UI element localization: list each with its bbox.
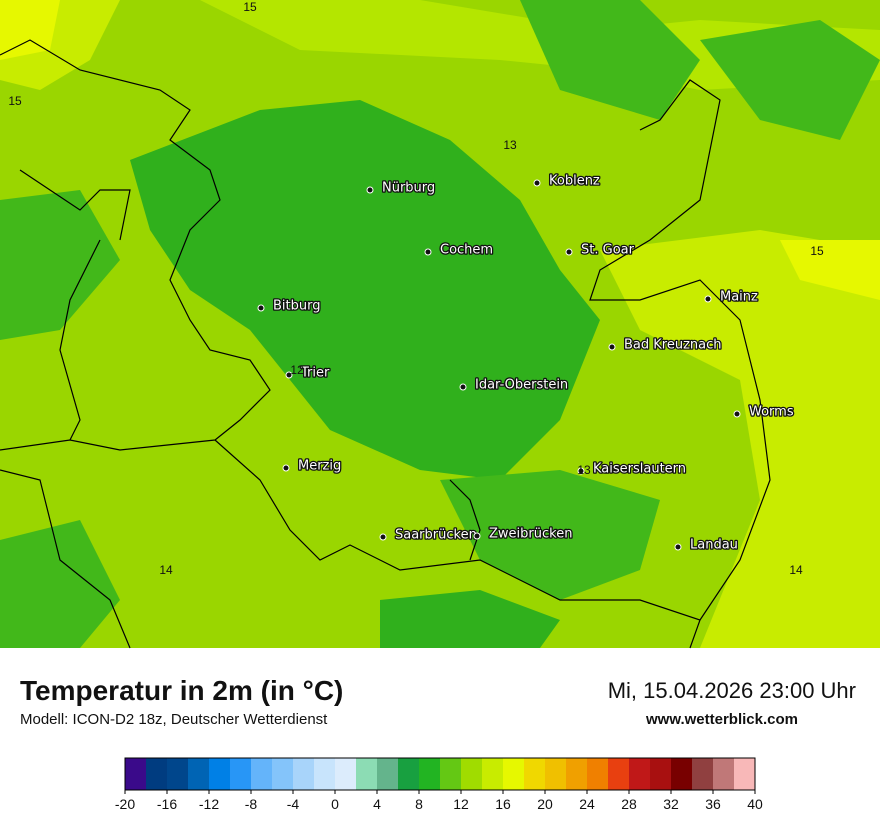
city-dot bbox=[366, 186, 374, 194]
colorbar-tick-label: 12 bbox=[453, 796, 469, 812]
colorbar-tick-label: 36 bbox=[705, 796, 721, 812]
model-info: Modell: ICON-D2 18z, Deutscher Wetterdie… bbox=[20, 711, 328, 728]
contour-label: 13 bbox=[577, 463, 591, 477]
city-dot bbox=[424, 248, 432, 256]
colorbar-segment bbox=[545, 758, 567, 790]
colorbar-tick-label: 4 bbox=[373, 796, 381, 812]
colorbar-segment bbox=[377, 758, 399, 790]
colorbar-tick-label: 28 bbox=[621, 796, 637, 812]
city-label: Saarbrücken bbox=[395, 528, 477, 543]
city-dot bbox=[473, 532, 481, 540]
colorbar-segment bbox=[503, 758, 525, 790]
colorbar-segment bbox=[566, 758, 588, 790]
colorbar-segment bbox=[440, 758, 462, 790]
city-dot bbox=[459, 383, 467, 391]
city-label: Koblenz bbox=[549, 174, 600, 189]
contour-label: 14 bbox=[789, 563, 803, 577]
colorbar-tick-label: 40 bbox=[747, 796, 763, 812]
city-dot bbox=[257, 304, 265, 312]
city-dot bbox=[674, 543, 682, 551]
map bbox=[0, 0, 880, 649]
colorbar-segment bbox=[146, 758, 168, 790]
colorbar-segment bbox=[209, 758, 231, 790]
city-label: Bad Kreuznach bbox=[624, 338, 722, 353]
city-label: Mainz bbox=[720, 290, 758, 305]
colorbar-tick-label: 24 bbox=[579, 796, 595, 812]
colorbar-segment bbox=[461, 758, 483, 790]
colorbar-segment bbox=[629, 758, 651, 790]
city-dot bbox=[608, 343, 616, 351]
colorbar-segment bbox=[314, 758, 336, 790]
colorbar-segment bbox=[692, 758, 714, 790]
contour-label: 12 bbox=[290, 363, 304, 377]
city-label: Kaiserslautern bbox=[593, 462, 686, 477]
contour-label: 15 bbox=[243, 0, 257, 14]
colorbar-tick-label: -8 bbox=[245, 796, 258, 812]
colorbar-tick-label: 16 bbox=[495, 796, 511, 812]
colorbar-tick-label: -20 bbox=[115, 796, 135, 812]
datetime: Mi, 15.04.2026 23:00 Uhr bbox=[608, 678, 856, 703]
colorbar-tick-label: -4 bbox=[287, 796, 300, 812]
city-dot bbox=[282, 464, 290, 472]
colorbar: -20 -16 -12 -8 -4 0 4 8 12 16 20 24 28 32 36 40 bbox=[115, 757, 763, 812]
contour-label-layer: 15 15 13 15 12 13 14 14 bbox=[8, 0, 824, 577]
contour-label: 15 bbox=[810, 244, 824, 258]
contour-label: 14 bbox=[159, 563, 173, 577]
colorbar-segment bbox=[482, 758, 504, 790]
colorbar-segment bbox=[587, 758, 609, 790]
city-dot bbox=[577, 467, 585, 475]
city-layer: Nürburg Koblenz Cochem St. Goar Mainz Bitburg… bbox=[257, 172, 795, 554]
colorbar-segment bbox=[398, 758, 420, 790]
city-label: Merzig bbox=[298, 459, 341, 474]
city-label: Bitburg bbox=[273, 299, 321, 314]
colorbar-segment bbox=[524, 758, 546, 790]
city-label: St. Goar bbox=[581, 243, 635, 258]
colorbar-segment bbox=[671, 758, 693, 790]
colorbar-segment bbox=[251, 758, 273, 790]
city-label: Idar-Oberstein bbox=[475, 378, 568, 393]
colorbar-segment bbox=[650, 758, 672, 790]
colorbar-segment bbox=[608, 758, 630, 790]
city-label: Zweibrücken bbox=[489, 527, 572, 542]
title: Temperatur in 2m (in °C) bbox=[20, 675, 343, 706]
colorbar-segment bbox=[230, 758, 252, 790]
colorbar-segment bbox=[272, 758, 294, 790]
city-label: Landau bbox=[690, 538, 738, 553]
colorbar-segment bbox=[167, 758, 189, 790]
colorbar-segment bbox=[293, 758, 315, 790]
website: www.wetterblick.com bbox=[645, 711, 798, 728]
city-dot bbox=[285, 371, 293, 379]
colorbar-tick-label: 0 bbox=[331, 796, 339, 812]
colorbar-frame bbox=[124, 757, 756, 791]
colorbar-segment bbox=[734, 758, 756, 790]
colorbar-segment bbox=[188, 758, 210, 790]
contour-label: 13 bbox=[503, 138, 517, 152]
city-dot bbox=[733, 410, 741, 418]
city-label: Worms bbox=[749, 405, 794, 420]
city-dot bbox=[379, 533, 387, 541]
colorbar-segment bbox=[356, 758, 378, 790]
city-dot bbox=[533, 179, 541, 187]
colorbar-tick-label: -16 bbox=[157, 796, 177, 812]
colorbar-tick-label: 8 bbox=[415, 796, 423, 812]
contour-label: 15 bbox=[8, 94, 22, 108]
colorbar-segment bbox=[713, 758, 735, 790]
colorbar-tick-label: 20 bbox=[537, 796, 553, 812]
city-label: Cochem bbox=[440, 243, 493, 258]
city-dot bbox=[704, 295, 712, 303]
colorbar-segment bbox=[125, 758, 147, 790]
colorbar-segment bbox=[335, 758, 357, 790]
colorbar-segment bbox=[419, 758, 441, 790]
colorbar-tick-label: -12 bbox=[199, 796, 219, 812]
city-dot bbox=[565, 248, 573, 256]
colorbar-tick-label: 32 bbox=[663, 796, 679, 812]
city-label: Trier bbox=[300, 366, 330, 381]
city-label: Nürburg bbox=[382, 181, 435, 196]
